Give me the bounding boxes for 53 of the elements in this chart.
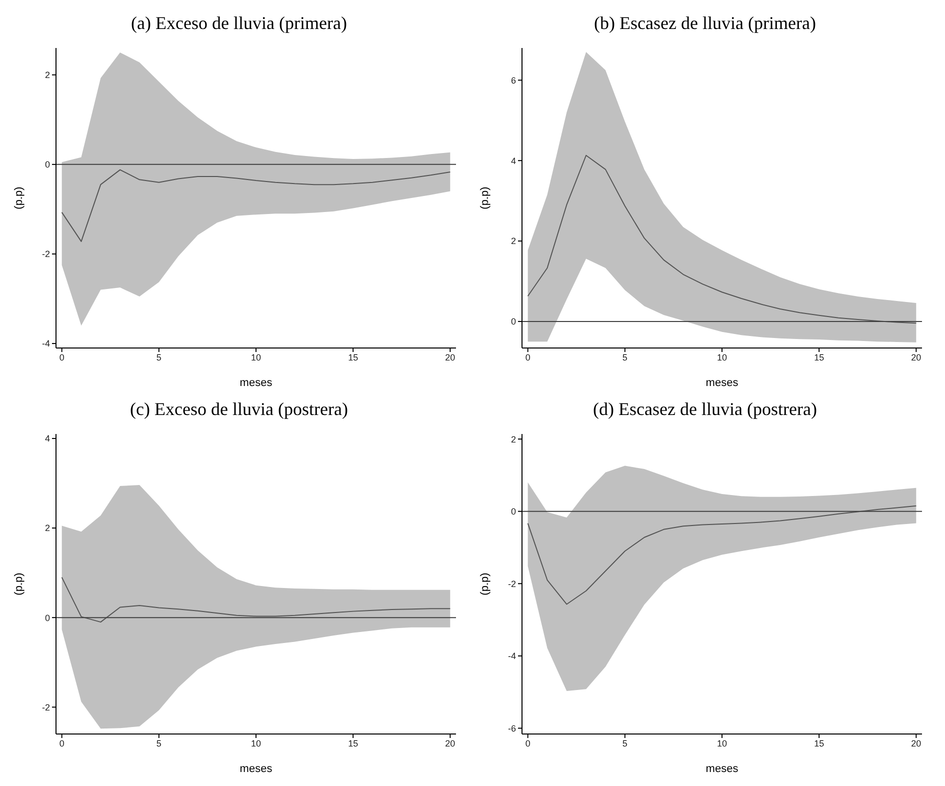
y-tick-label: 4 — [44, 434, 50, 444]
x-tick-label: 15 — [348, 352, 358, 362]
x-tick-label: 15 — [814, 352, 824, 362]
y-tick-label: 4 — [510, 156, 516, 166]
x-tick-label: 0 — [525, 352, 530, 362]
chart-title: (d) Escasez de lluvia (postrera) — [592, 398, 818, 421]
line-series — [61, 169, 451, 242]
x-axis-title: meses — [706, 763, 739, 775]
x-tick-label: 20 — [445, 738, 456, 748]
x-tick-label: 10 — [716, 352, 728, 362]
y-tick-label: 0 — [44, 612, 50, 623]
chart-title: (c) Exceso de lluvia (postrera) — [129, 398, 349, 421]
x-tick-label: 5 — [622, 738, 628, 748]
x-tick-label: 10 — [250, 738, 262, 748]
y-tick-label: 0 — [44, 160, 50, 170]
x-tick-label: 15 — [814, 738, 824, 748]
y-tick-label: 0 — [510, 506, 516, 517]
y-axis-title: (p.p) — [478, 572, 491, 596]
chart-title: (a) Exceso de lluvia (primera) — [130, 12, 348, 35]
x-tick-label: 0 — [59, 738, 64, 748]
x-tick-label: 10 — [250, 352, 262, 362]
y-tick-label: 0 — [510, 316, 516, 327]
x-tick-label: 20 — [911, 738, 922, 748]
y-tick-label: -6 — [508, 723, 516, 734]
y-tick-label: -2 — [42, 249, 50, 260]
line-series — [527, 154, 917, 324]
y-axis-title: (p.p) — [478, 186, 491, 210]
chart-title: (b) Escasez de lluvia (primera) — [593, 12, 817, 35]
y-tick-label: -4 — [508, 651, 516, 662]
x-tick-label: 10 — [716, 738, 728, 748]
y-tick-label: 6 — [510, 75, 516, 86]
y-axis-title: (p.p) — [12, 186, 25, 210]
y-tick-label: 2 — [44, 523, 50, 534]
x-axis-title: meses — [706, 377, 739, 389]
line-series — [61, 576, 451, 623]
x-tick-label: 15 — [348, 738, 358, 748]
y-tick-label: -2 — [42, 702, 50, 712]
x-tick-label: 5 — [156, 352, 162, 362]
y-axis-title: (p.p) — [12, 572, 25, 596]
y-tick-label: 2 — [510, 434, 516, 444]
x-tick-label: 5 — [622, 352, 628, 362]
x-tick-label: 20 — [911, 352, 922, 362]
x-axis-title: meses — [240, 377, 273, 389]
y-tick-label: -2 — [508, 578, 516, 589]
y-tick-label: -4 — [42, 338, 50, 349]
x-tick-label: 0 — [525, 738, 530, 748]
x-tick-label: 20 — [445, 352, 456, 362]
x-axis-title: meses — [240, 763, 273, 775]
line-series — [527, 505, 917, 605]
x-tick-label: 0 — [59, 352, 64, 362]
x-tick-label: 5 — [156, 738, 162, 748]
y-tick-label: 2 — [44, 70, 50, 80]
y-tick-label: 2 — [510, 236, 516, 246]
